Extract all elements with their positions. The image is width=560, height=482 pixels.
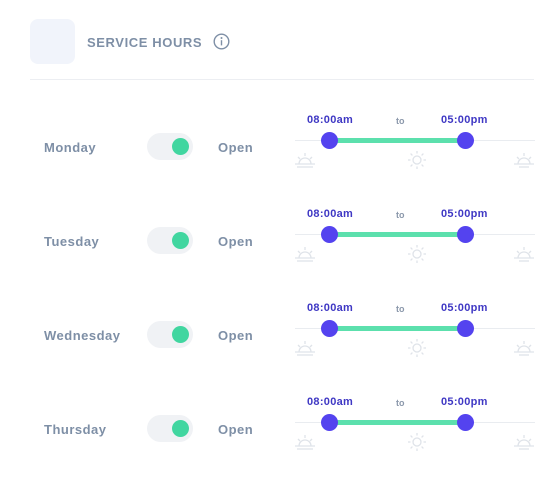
sunset-icon xyxy=(513,432,535,452)
day-label: Wednesday xyxy=(44,328,121,343)
end-handle[interactable] xyxy=(457,226,474,243)
day-row: Thursday Open 08:00am to 05:00pm xyxy=(0,384,560,454)
start-handle[interactable] xyxy=(321,226,338,243)
to-label: to xyxy=(396,398,405,408)
toggle-knob xyxy=(172,420,189,437)
sunset-icon xyxy=(513,150,535,170)
status-label: Open xyxy=(218,140,254,155)
slider-range xyxy=(330,326,466,331)
sunset-icon xyxy=(513,244,535,264)
to-label: to xyxy=(396,210,405,220)
day-toggle[interactable] xyxy=(147,227,193,254)
info-icon[interactable] xyxy=(213,33,230,50)
day-row: Tuesday Open 08:00am to 05:00pm xyxy=(0,196,560,266)
sunset-icon xyxy=(513,338,535,358)
day-toggle[interactable] xyxy=(147,415,193,442)
day-label: Tuesday xyxy=(44,234,100,249)
sunrise-icon xyxy=(294,432,316,452)
end-handle[interactable] xyxy=(457,414,474,431)
sun-icon xyxy=(406,432,428,452)
toggle-knob xyxy=(172,326,189,343)
day-toggle[interactable] xyxy=(147,133,193,160)
sunrise-icon xyxy=(294,150,316,170)
end-time: 05:00pm xyxy=(441,302,488,314)
header-divider xyxy=(30,79,534,80)
logo-placeholder xyxy=(30,19,75,64)
start-handle[interactable] xyxy=(321,414,338,431)
sun-icon xyxy=(406,150,428,170)
day-toggle[interactable] xyxy=(147,321,193,348)
service-hours-header: SERVICE HOURS xyxy=(30,18,534,80)
start-handle[interactable] xyxy=(321,320,338,337)
end-time: 05:00pm xyxy=(441,396,488,408)
toggle-knob xyxy=(172,138,189,155)
day-row: Monday Open 08:00am to 05:00pm xyxy=(0,102,560,172)
page-title: SERVICE HOURS xyxy=(87,35,203,50)
to-label: to xyxy=(396,116,405,126)
start-time: 08:00am xyxy=(307,208,354,220)
day-label: Thursday xyxy=(44,422,107,437)
sun-icon xyxy=(406,244,428,264)
sun-icon xyxy=(406,338,428,358)
sunrise-icon xyxy=(294,244,316,264)
start-time: 08:00am xyxy=(307,114,354,126)
toggle-knob xyxy=(172,232,189,249)
slider-range xyxy=(330,138,466,143)
status-label: Open xyxy=(218,328,254,343)
end-time: 05:00pm xyxy=(441,114,488,126)
start-handle[interactable] xyxy=(321,132,338,149)
end-time: 05:00pm xyxy=(441,208,488,220)
start-time: 08:00am xyxy=(307,396,354,408)
day-row: Wednesday Open 08:00am to 05:00pm xyxy=(0,290,560,360)
end-handle[interactable] xyxy=(457,320,474,337)
day-label: Monday xyxy=(44,140,97,155)
end-handle[interactable] xyxy=(457,132,474,149)
sunrise-icon xyxy=(294,338,316,358)
slider-range xyxy=(330,420,466,425)
start-time: 08:00am xyxy=(307,302,354,314)
status-label: Open xyxy=(218,422,254,437)
slider-range xyxy=(330,232,466,237)
to-label: to xyxy=(396,304,405,314)
status-label: Open xyxy=(218,234,254,249)
